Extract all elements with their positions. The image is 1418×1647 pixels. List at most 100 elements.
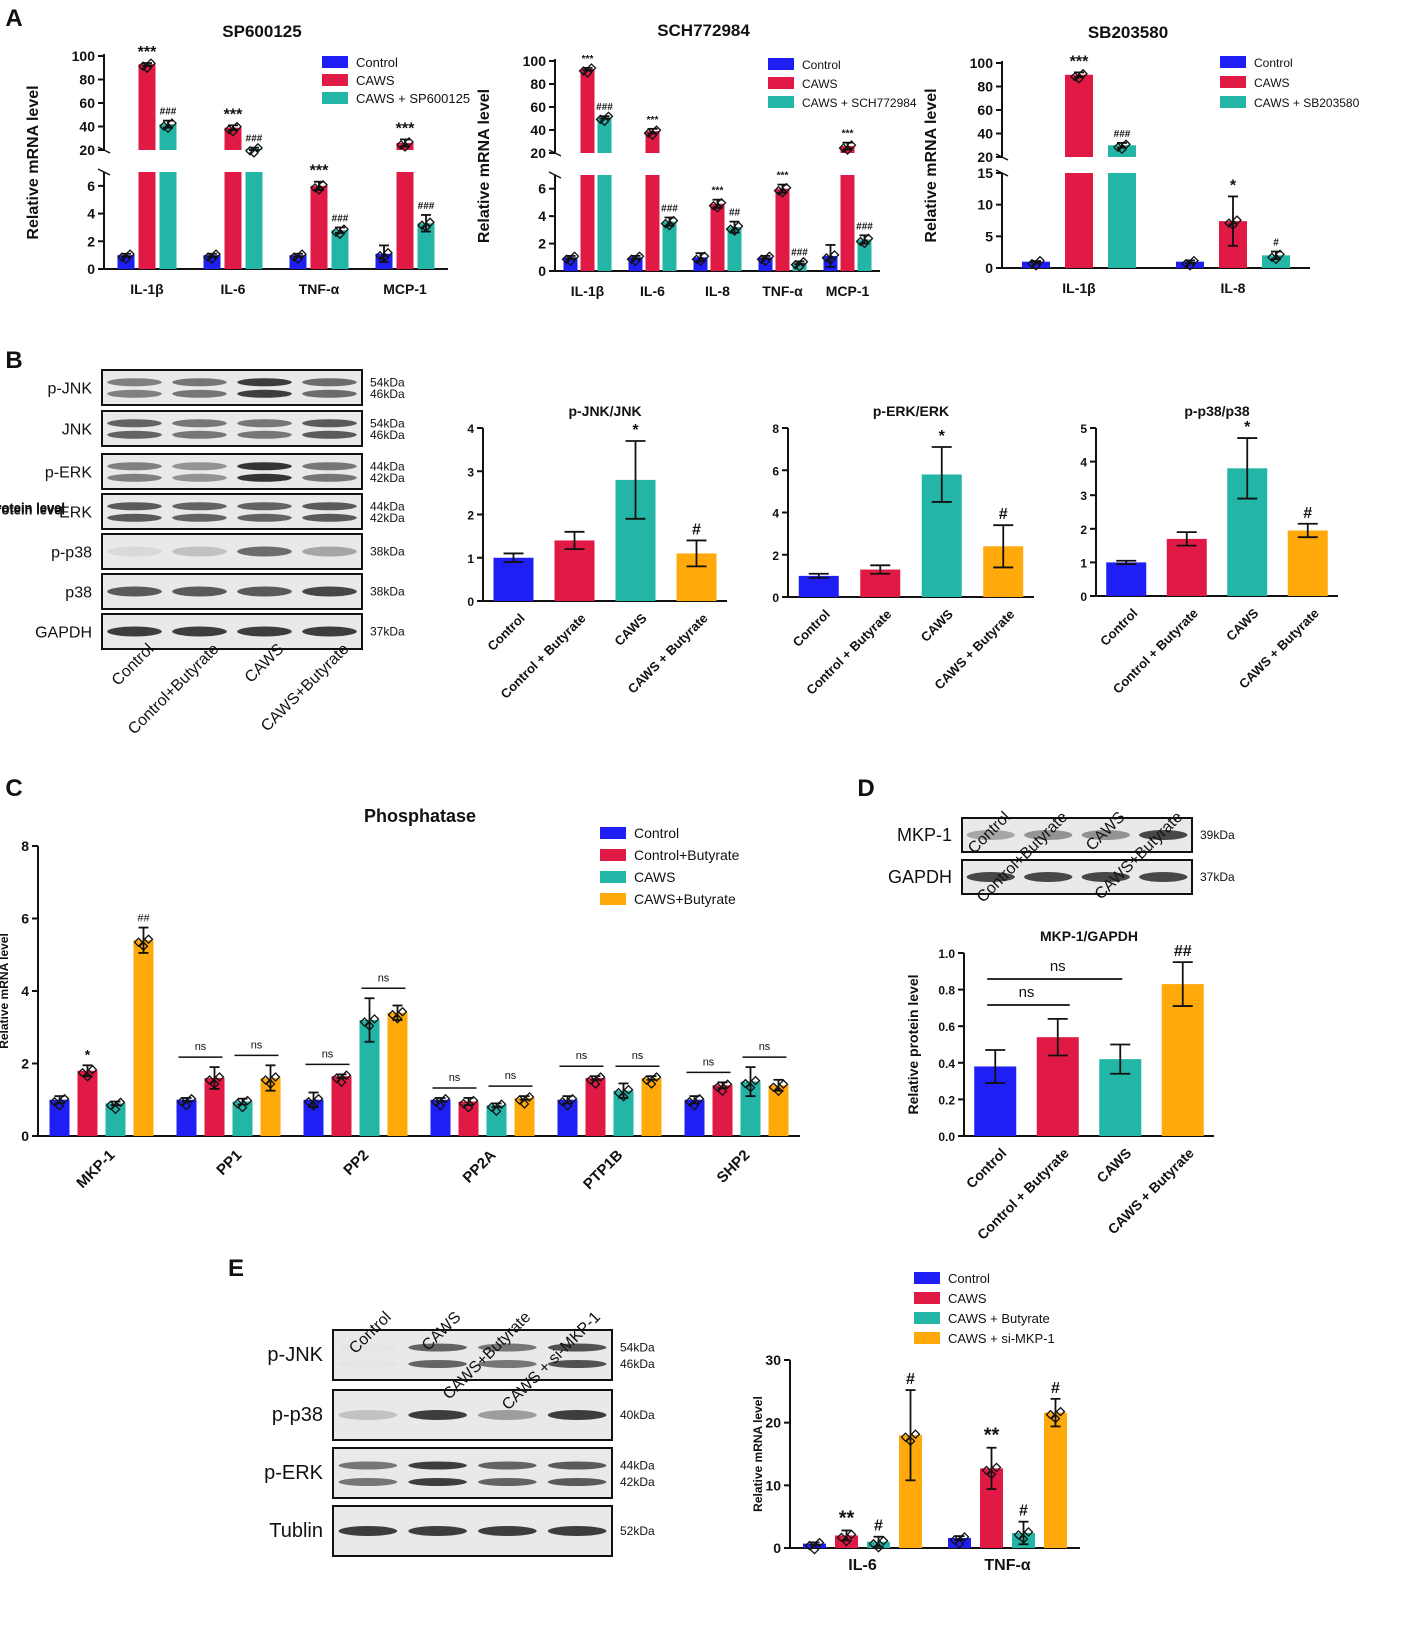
x-tick-label-a-sb203580: IL-8 xyxy=(1221,280,1246,296)
bar-c-caws-pp2a xyxy=(486,1105,507,1136)
y-tick-label-a-sp600125: 20 xyxy=(79,142,95,158)
chart-title-a-sb203580: SB203580 xyxy=(1088,23,1168,42)
blot-mw-label-b: 54kDa xyxy=(370,416,405,430)
data-point-e xyxy=(954,1539,965,1549)
y-tick-label-a-sb203580: 60 xyxy=(977,102,993,118)
data-point-c xyxy=(684,1096,695,1107)
data-point-e xyxy=(809,1544,820,1555)
blot-band-b-jnk xyxy=(302,430,357,439)
blot-band-b-p-erk xyxy=(107,473,162,482)
data-point-c xyxy=(496,1099,507,1110)
blot-band-b-p-p38 xyxy=(302,546,357,557)
data-point-c xyxy=(641,1075,652,1085)
blot-band-d-mkp-1 xyxy=(1081,830,1130,840)
data-point-c xyxy=(138,941,149,952)
legend-swatch-c-2 xyxy=(600,871,626,883)
bar-a-sp600125-caws-il-1 xyxy=(138,172,156,269)
data-point-c xyxy=(440,1093,451,1104)
axis-break-mark-a-sch772984 xyxy=(548,171,562,179)
legend-swatch-e-2 xyxy=(914,1312,940,1324)
blot-row-label-b-p-jnk: p-JNK xyxy=(48,381,93,398)
data-point-e xyxy=(905,1436,916,1447)
x-tick-label-a-sp600125: TNF-α xyxy=(299,281,340,297)
x-tick-label-b2-p-erk-erk: Control xyxy=(790,607,833,650)
bar-c-caws-pp1 xyxy=(232,1101,253,1136)
bar-a-sch772984-caws-tnf xyxy=(775,188,790,271)
blot-band-b-p-jnk xyxy=(302,378,357,387)
bar-e-control-tnf xyxy=(948,1537,971,1548)
x-tick-label-e: IL-6 xyxy=(848,1557,877,1574)
significance-label-b2-p-erk-erk: # xyxy=(999,506,1008,523)
blot-band-b-p-erk xyxy=(237,462,292,471)
y-tick-label-a-sp600125: 2 xyxy=(87,233,95,249)
data-point-a-sp600125 xyxy=(339,224,349,235)
data-point-a-sch772984 xyxy=(764,251,775,262)
blot-band-b-erk xyxy=(107,513,162,522)
chart-title-b3-p-p38-p38: p-p38/p38 xyxy=(1184,403,1250,419)
significance-label-c-ns: ns xyxy=(195,1041,207,1053)
x-tick-label-a-sch772984: IL-1β xyxy=(571,283,605,299)
data-point-a-sch772984 xyxy=(846,140,857,151)
bar-c-control-mkp-1 xyxy=(49,1099,70,1136)
significance-label-c-ns: ns xyxy=(322,1048,334,1060)
blot-band-e-p-erk xyxy=(478,1461,537,1470)
legend-label-a-sp600125-2: CAWS + SP600125 xyxy=(356,91,470,106)
y-tick-label-b1-p-jnk-jnk: 3 xyxy=(467,465,474,479)
significance-label-a-sp600125: *** xyxy=(138,44,157,61)
data-point-a-sch772984 xyxy=(863,233,874,244)
data-point-a-sch772984 xyxy=(603,111,614,122)
legend-label-e-0: Control xyxy=(948,1271,990,1286)
data-point-e xyxy=(878,1535,889,1546)
y-tick-label-b1-p-jnk-jnk: 1 xyxy=(467,552,474,566)
blot-band-b-erk xyxy=(237,513,292,522)
data-point-c xyxy=(491,1106,502,1117)
y-tick-label-a-sp600125: 100 xyxy=(72,48,96,64)
blot-band-b-p-jnk xyxy=(237,378,292,387)
panel-label-b: B xyxy=(5,347,22,374)
blot-band-b-p-jnk xyxy=(237,389,292,398)
blot-panel-e-p-erk xyxy=(332,1447,613,1499)
data-point-a-sb203580 xyxy=(1275,249,1285,260)
bar-c-caws-butyrate-pp2 xyxy=(387,1012,408,1136)
data-point-a-sp600125 xyxy=(167,118,177,129)
legend-swatch-a-sch772984-2 xyxy=(768,96,794,108)
chart-title-a-sch772984: SCH772984 xyxy=(657,21,750,40)
significance-label-a-sch772984: ### xyxy=(596,102,613,113)
significance-label-a-sb203580: * xyxy=(1230,177,1237,194)
blot-band-d-mkp-1 xyxy=(1024,830,1073,840)
blot-band-b-erk xyxy=(302,513,357,522)
blot-band-b-jnk xyxy=(237,419,292,428)
x-tick-label-b2-p-erk-erk: CAWS xyxy=(918,606,956,644)
blot-mw-label-b: 38kDa xyxy=(370,545,405,559)
data-point-c xyxy=(717,1086,728,1097)
x-tick-label-a-sp600125: MCP-1 xyxy=(383,281,427,297)
data-point-a-sb203580 xyxy=(1121,139,1131,150)
y-tick-label-b3-p-p38-p38: 1 xyxy=(1080,556,1087,570)
data-point-a-sp600125 xyxy=(142,63,152,74)
blot-row-label-b-erk: ERK xyxy=(59,505,92,522)
blot-band-b-jnk xyxy=(107,419,162,428)
data-point-c xyxy=(387,1009,398,1020)
data-point-c xyxy=(77,1067,88,1078)
x-tick-label-b1-p-jnk-jnk: CAWS xyxy=(611,610,649,648)
data-point-e xyxy=(910,1429,921,1440)
data-point-c xyxy=(562,1100,573,1111)
data-point-c xyxy=(87,1064,98,1075)
data-point-a-sp600125 xyxy=(335,229,345,240)
data-point-a-sp600125 xyxy=(383,247,393,258)
y-axis-label-d-mkp-1-gapdh: Relative protein level xyxy=(905,974,921,1114)
legend-swatch-a-sb203580-0 xyxy=(1220,56,1246,68)
bar-a-sp600125-caws-il-1-upper xyxy=(138,64,156,150)
bar-c-control-butyrate-mkp-1 xyxy=(77,1070,98,1136)
x-tick-label-d-mkp-1-gapdh: CAWS xyxy=(1093,1145,1134,1186)
data-point-e xyxy=(836,1532,847,1543)
data-point-a-sch772984 xyxy=(716,197,727,208)
y-tick-label-a-sb203580: 5 xyxy=(985,228,993,244)
data-point-a-sch772984 xyxy=(599,116,610,127)
blot-band-b-p-jnk xyxy=(172,389,227,398)
blot-band-b-p38 xyxy=(172,586,227,597)
legend-swatch-a-sb203580-1 xyxy=(1220,76,1246,88)
bar-a-sb203580-caws-sb203580-il-1 xyxy=(1108,173,1136,268)
significance-label-a-sch772984: *** xyxy=(647,115,659,126)
blot-row-label-d-mkp-1: MKP-1 xyxy=(897,825,952,845)
